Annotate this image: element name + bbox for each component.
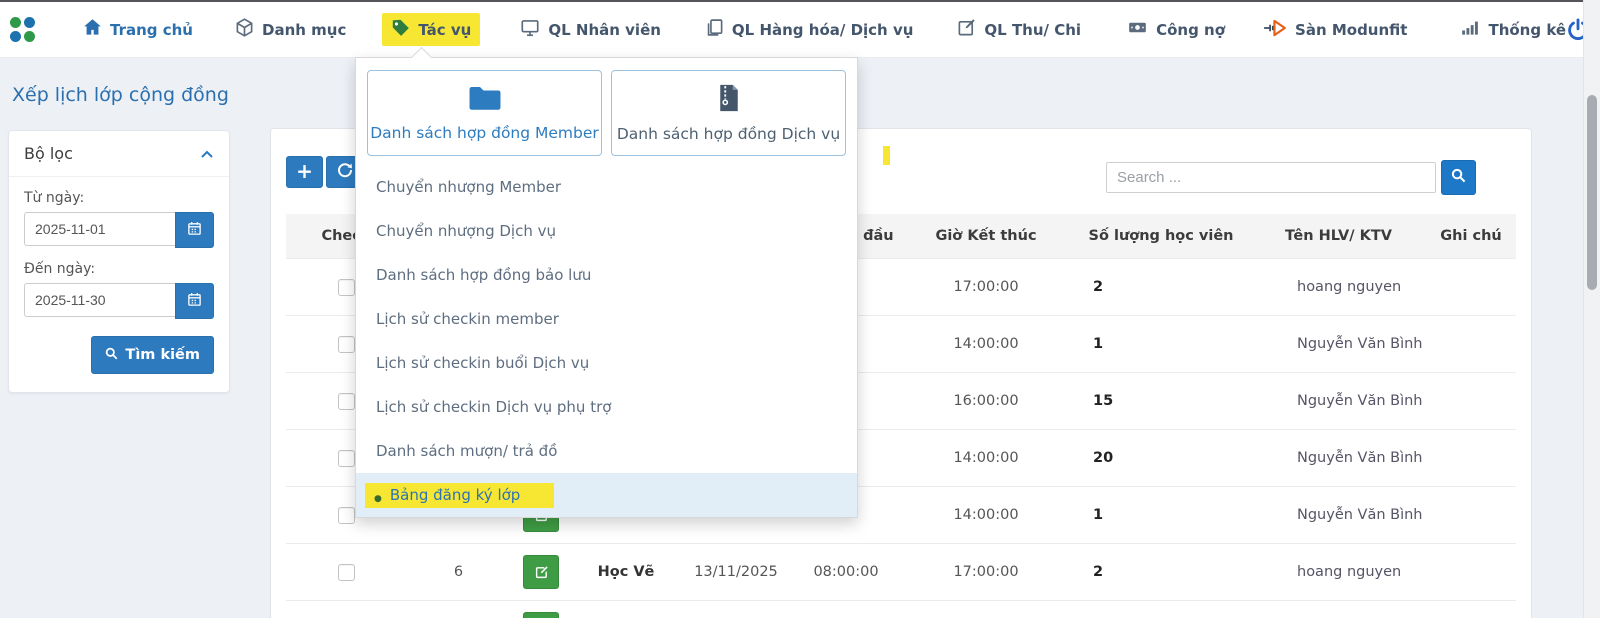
scrollbar-thumb[interactable]: [1587, 95, 1597, 290]
from-date-label: Từ ngày:: [24, 190, 85, 206]
top-navbar: Trang chủ Danh mục Tác vụ QL Nhân viên Q…: [0, 2, 1588, 58]
col-note: Ghi chú: [1426, 214, 1516, 259]
filter-search-button[interactable]: Tìm kiếm: [91, 336, 214, 374]
menu-item-checkin-member[interactable]: Lịch sử checkin member: [376, 310, 559, 328]
from-date-group: [24, 212, 214, 248]
nav-item-danh-muc[interactable]: Danh mục: [235, 18, 346, 41]
zip-file-icon: [716, 83, 742, 117]
row-checkbox[interactable]: [337, 449, 355, 467]
edit-button[interactable]: [523, 555, 559, 589]
filter-title: Bộ lọc: [24, 144, 73, 163]
row-checkbox[interactable]: [337, 392, 355, 410]
folder-icon: [467, 84, 503, 116]
bar-chart-icon: [1461, 18, 1480, 41]
yellow-highlight-mark: [883, 146, 890, 165]
home-icon: [83, 18, 102, 41]
banknote-icon: [1127, 18, 1148, 41]
tac-vu-dropdown-menu: Danh sách hợp đồng Member Danh sách hợp …: [355, 46, 858, 518]
nav-item-ql-thu-chi[interactable]: QL Thu/ Chi: [957, 18, 1081, 41]
add-button[interactable]: [286, 156, 323, 188]
modunfit-arrow-icon: [1263, 18, 1287, 42]
menu-item-bang-dang-ky-lop[interactable]: Bảng đăng ký lớp: [356, 473, 857, 517]
nav-label: Tác vụ: [418, 20, 472, 39]
col-trainer: Tên HLV/ KTV: [1251, 214, 1426, 259]
nav-label: QL Nhân viên: [548, 20, 661, 39]
nav-label: Thống kê: [1488, 20, 1567, 39]
calendar-icon: [187, 221, 202, 240]
refresh-icon: [337, 162, 353, 182]
tag-icon: [391, 18, 410, 41]
nav-item-cong-no[interactable]: Công nợ: [1127, 18, 1225, 41]
nav-label: Trang chủ: [110, 20, 193, 39]
table-row: 6 Học Vẽ 13/11/2025 08:00:00 17:00:00 2 …: [286, 543, 1516, 601]
nav-label: QL Hàng hóa/ Dịch vụ: [731, 20, 914, 39]
nav-item-san-modunfit[interactable]: Sàn Modunfit: [1263, 18, 1407, 42]
cube-icon: [235, 18, 254, 41]
filter-header[interactable]: Bộ lọc: [9, 131, 229, 177]
app-logo-icon[interactable]: [10, 17, 35, 42]
calendar-icon: [187, 292, 202, 311]
search-icon: [1451, 168, 1466, 187]
nav-item-ql-nhan-vien[interactable]: QL Nhân viên: [520, 18, 661, 41]
search-icon: [105, 347, 118, 364]
calendar-button[interactable]: [175, 212, 214, 248]
edit-square-icon: [957, 18, 976, 41]
top-border: [0, 0, 1600, 2]
table-search-input[interactable]: [1106, 162, 1436, 193]
nav-label: Sàn Modunfit: [1295, 20, 1408, 39]
active-item-highlight: Bảng đăng ký lớp: [365, 482, 555, 508]
menu-card-label: Danh sách hợp đồng Member: [370, 124, 599, 142]
nav-item-thong-ke[interactable]: Thống kê: [1461, 18, 1566, 41]
bullet-icon: [374, 486, 390, 505]
nav-item-tac-vu[interactable]: Tác vụ: [382, 13, 481, 46]
row-checkbox[interactable]: [337, 278, 355, 296]
from-date-input[interactable]: [24, 212, 175, 246]
monitor-icon: [520, 18, 540, 41]
page-title: Xếp lịch lớp cộng đồng: [12, 84, 229, 106]
chevron-up-icon[interactable]: [200, 144, 214, 163]
active-item-label: Bảng đăng ký lớp: [389, 486, 521, 504]
menu-item-checkin-dich-vu-phu-tro[interactable]: Lịch sử checkin Dịch vụ phụ trợ: [376, 398, 612, 416]
nav-label: QL Thu/ Chi: [984, 20, 1082, 39]
nav-label: Danh mục: [262, 20, 347, 39]
row-checkbox[interactable]: [337, 335, 355, 353]
menu-card-hop-dong-dich-vu[interactable]: Danh sách hợp đồng Dịch vụ: [611, 70, 846, 156]
filter-search-label: Tìm kiếm: [125, 347, 200, 363]
vertical-scrollbar[interactable]: [1583, 0, 1600, 618]
menu-card-hop-dong-member[interactable]: Danh sách hợp đồng Member: [367, 70, 602, 156]
table-search-button[interactable]: [1441, 160, 1476, 195]
calendar-button[interactable]: [175, 283, 214, 319]
col-students: Số lượng học viên: [1071, 214, 1251, 259]
to-date-input[interactable]: [24, 283, 175, 317]
menu-item-muon-tra-do[interactable]: Danh sách mượn/ trả đồ: [376, 442, 558, 460]
menu-item-hop-dong-bao-luu[interactable]: Danh sách hợp đồng bảo lưu: [376, 266, 592, 284]
to-date-group: [24, 283, 214, 319]
nav-item-trang-chu[interactable]: Trang chủ: [83, 18, 193, 41]
menu-item-chuyen-nhuong-dich-vu[interactable]: Chuyển nhượng Dịch vụ: [376, 222, 556, 240]
menu-item-checkin-buoi-dich-vu[interactable]: Lịch sử checkin buổi Dịch vụ: [376, 354, 590, 372]
menu-item-chuyen-nhuong-member[interactable]: Chuyển nhượng Member: [376, 178, 562, 196]
table-row: 7 Học Vẽ 13/11/2025 14:25:00 16:00:00 15…: [286, 600, 1516, 618]
copy-icon: [705, 18, 724, 41]
filter-panel: Bộ lọc Từ ngày: Đến ngày: Tìm kiếm: [8, 130, 230, 393]
row-checkbox[interactable]: [337, 506, 355, 524]
to-date-label: Đến ngày:: [24, 261, 96, 277]
nav-item-ql-hang-hoa[interactable]: QL Hàng hóa/ Dịch vụ: [705, 18, 914, 41]
col-end: Giờ Kết thúc: [901, 214, 1071, 259]
nav-label: Công nợ: [1156, 20, 1226, 39]
edit-button[interactable]: [523, 612, 559, 618]
menu-card-label: Danh sách hợp đồng Dịch vụ: [616, 125, 841, 143]
row-checkbox[interactable]: [337, 563, 355, 581]
